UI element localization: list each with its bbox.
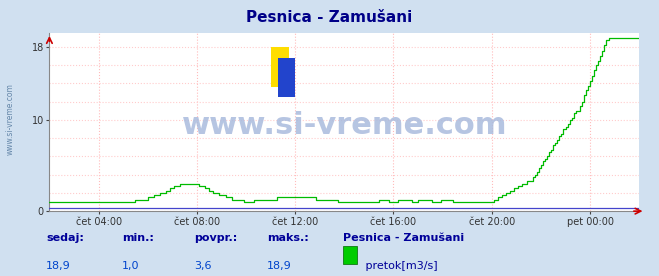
- Text: maks.:: maks.:: [267, 233, 308, 243]
- Text: min.:: min.:: [122, 233, 154, 243]
- Text: Pesnica - Zamušani: Pesnica - Zamušani: [343, 233, 464, 243]
- Text: 1,0: 1,0: [122, 261, 140, 271]
- Text: povpr.:: povpr.:: [194, 233, 238, 243]
- Text: 18,9: 18,9: [46, 261, 71, 271]
- Text: 3,6: 3,6: [194, 261, 212, 271]
- FancyBboxPatch shape: [271, 47, 289, 87]
- Text: 18,9: 18,9: [267, 261, 292, 271]
- Text: sedaj:: sedaj:: [46, 233, 84, 243]
- FancyBboxPatch shape: [277, 58, 295, 97]
- Text: pretok[m3/s]: pretok[m3/s]: [362, 261, 438, 271]
- Text: www.si-vreme.com: www.si-vreme.com: [5, 83, 14, 155]
- Text: www.si-vreme.com: www.si-vreme.com: [182, 111, 507, 140]
- Text: Pesnica - Zamušani: Pesnica - Zamušani: [246, 10, 413, 25]
